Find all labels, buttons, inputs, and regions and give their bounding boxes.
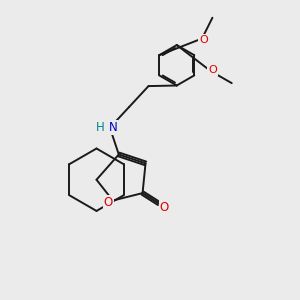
Text: O: O [104,196,113,208]
Text: N: N [109,121,117,134]
Text: H: H [96,121,105,134]
Text: O: O [199,35,208,45]
Text: O: O [208,65,217,75]
Text: O: O [160,201,169,214]
